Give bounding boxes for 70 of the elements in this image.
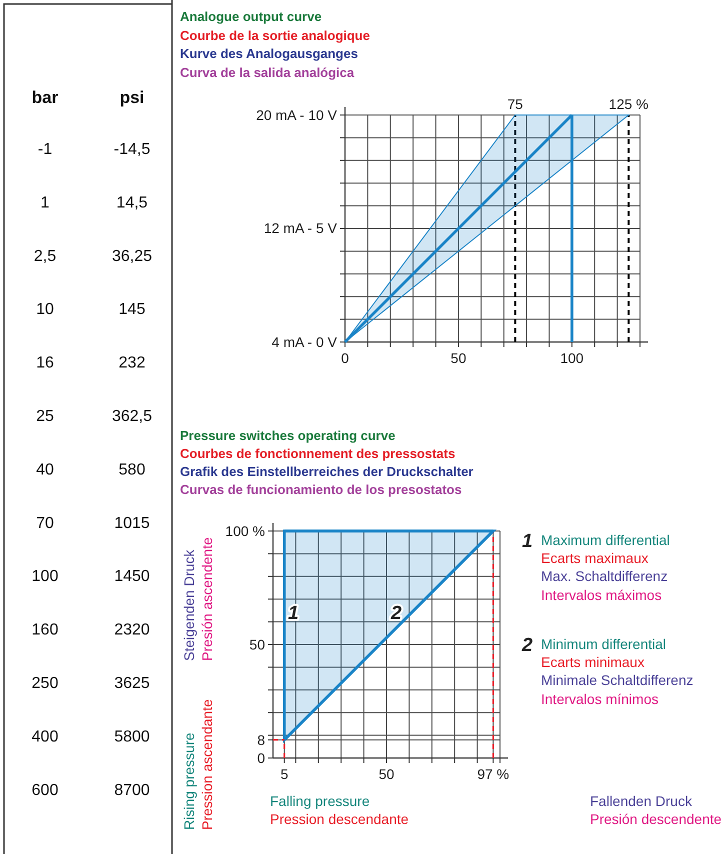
ref-line-label: 125 % [608, 96, 649, 112]
text: 232 [118, 354, 146, 372]
text: Pression ascendante [199, 699, 215, 830]
text: -1 [38, 141, 52, 158]
text: 12 mA - 5 V [264, 220, 338, 236]
x-axis-title: Falling pressure [270, 793, 370, 809]
x-tick-label: 97 % [477, 766, 510, 782]
y-tick-label: 0 [257, 750, 266, 766]
text: 2,5 [34, 248, 56, 265]
text: 2320 [114, 622, 150, 639]
text: 16 [36, 354, 54, 372]
text: Ecarts maximaux [541, 550, 648, 566]
text: Curva de la salida analógica [180, 65, 355, 80]
text: 100 [32, 568, 58, 586]
series-label: 2 [390, 603, 402, 624]
text: 1015 [114, 514, 150, 532]
text: Courbes de fonctionnement des pressostats [180, 446, 456, 461]
text: 36,25 [112, 248, 152, 265]
text: 25 [36, 408, 54, 425]
text: 3625 [114, 675, 150, 692]
x-tick-label: 50 [450, 350, 466, 366]
y-axis-title: Rising pressure [181, 732, 197, 830]
text: 5800 [114, 728, 150, 746]
text: Max. Schaltdifferenz [541, 568, 668, 584]
x-tick-label: 0 [341, 350, 350, 366]
text: Maximum differential [541, 532, 670, 548]
text: 2 [522, 635, 533, 656]
text: 70 [36, 514, 54, 532]
text: 362,5 [112, 408, 152, 425]
y-tick-label: 8 [257, 732, 266, 748]
text: Intervalos mínimos [541, 691, 658, 707]
chart-title: Analogue output curve [180, 9, 322, 24]
x-tick-label: 100 [560, 350, 584, 366]
text: Steigenden Druck [181, 548, 197, 661]
text: 4 mA - 0 V [272, 334, 338, 350]
text: -14,5 [114, 141, 150, 158]
ref-line-label: 75 [507, 96, 524, 112]
chart-title: Pressure switches operating curve [180, 428, 396, 443]
text: Presión ascendente [199, 537, 215, 661]
text: 8700 [114, 782, 150, 799]
text: Fallenden Druck [590, 793, 693, 809]
text: psi [120, 88, 144, 107]
text: bar [32, 88, 59, 107]
text: 1450 [114, 568, 150, 586]
text: Grafik des Einstellberreiches der Druckschalter [180, 464, 474, 479]
text: Ecarts minimaux [541, 654, 644, 670]
series-label: 1 [522, 531, 533, 552]
text: 580 [118, 461, 146, 478]
text: Presión descendente [590, 811, 722, 827]
text: Curvas de funcionamiento de los presostatos [180, 482, 462, 497]
text: Pression descendante [270, 811, 409, 827]
text: 600 [32, 782, 58, 799]
text: 10 [36, 301, 54, 318]
text: Courbe de la sortie analogique [180, 28, 370, 43]
text: 20 mA - 10 V [256, 107, 338, 123]
text: 400 [32, 728, 58, 746]
text: Minimale Schaltdifferenz [541, 672, 694, 688]
y-tick-label: 50 [249, 636, 266, 652]
x-tick-label: 5 [280, 766, 288, 782]
text: 250 [32, 675, 58, 692]
text: 40 [36, 461, 54, 478]
text: Intervalos máximos [541, 587, 662, 603]
text: 14,5 [116, 194, 148, 212]
x-tick-label: 50 [378, 766, 394, 782]
y-tick-label: 100 % [225, 523, 265, 539]
text: 1 [40, 194, 50, 212]
text: Kurve des Analogausganges [180, 46, 358, 61]
text: 160 [32, 622, 58, 639]
text: Minimum differential [541, 636, 666, 652]
text: 145 [118, 301, 146, 318]
